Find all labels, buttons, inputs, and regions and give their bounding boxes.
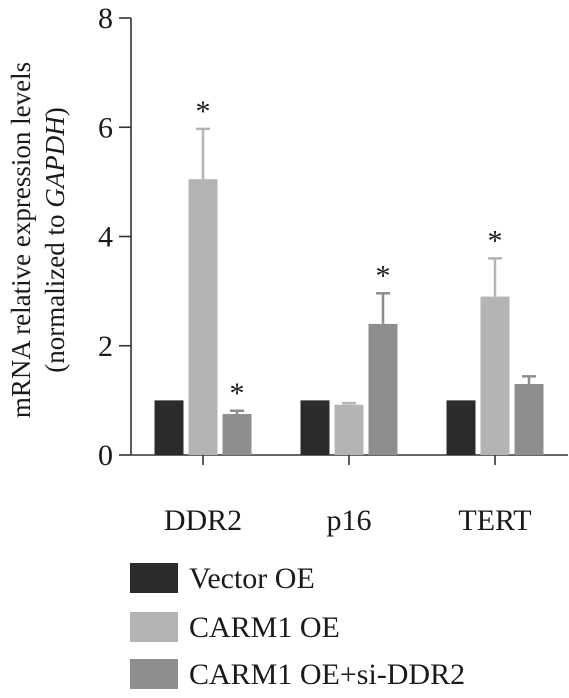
- bar: [368, 323, 398, 455]
- y-axis-title-line2: (normalized to GAPDH): [40, 107, 70, 372]
- significance-marker: *: [230, 377, 245, 410]
- x-axis: DDR2 p16 TERT: [131, 454, 568, 537]
- bar: [334, 404, 364, 455]
- bar: [446, 400, 476, 455]
- y-axis: 0 2 4 6 8: [98, 2, 132, 472]
- y-tick-label: 8: [98, 2, 113, 35]
- bar: [480, 296, 510, 455]
- y-axis-title-prefix: (normalized to: [40, 208, 70, 373]
- bar: [222, 414, 252, 455]
- x-tick-label: DDR2: [164, 504, 242, 537]
- bar: [154, 400, 184, 455]
- bars: * * * *: [154, 95, 544, 456]
- bar: [514, 383, 544, 455]
- y-axis-title: mRNA relative expression levels (normali…: [6, 62, 70, 418]
- significance-marker: *: [488, 224, 503, 257]
- bar: [300, 400, 330, 455]
- x-tick-label: TERT: [458, 504, 531, 537]
- x-tick-label: p16: [327, 504, 372, 537]
- significance-marker: *: [376, 259, 391, 292]
- legend-label: Vector OE: [189, 562, 315, 595]
- legend: Vector OE CARM1 OE CARM1 OE+si-DDR2: [130, 562, 465, 691]
- y-axis-title-line1: mRNA relative expression levels: [6, 62, 36, 418]
- legend-label: CARM1 OE+si-DDR2: [189, 658, 465, 691]
- legend-swatch: [130, 612, 178, 642]
- significance-marker: *: [196, 95, 211, 128]
- y-axis-title-gene: GAPDH: [40, 115, 70, 208]
- y-tick-label: 2: [98, 330, 113, 363]
- legend-swatch: [130, 659, 178, 689]
- legend-label: CARM1 OE: [189, 611, 340, 644]
- legend-swatch: [130, 563, 178, 593]
- y-axis-title-suffix: ): [40, 107, 70, 116]
- bar: [188, 179, 218, 456]
- y-tick-label: 6: [98, 111, 113, 144]
- y-tick-label: 4: [98, 221, 113, 254]
- y-tick-label: 0: [98, 439, 113, 472]
